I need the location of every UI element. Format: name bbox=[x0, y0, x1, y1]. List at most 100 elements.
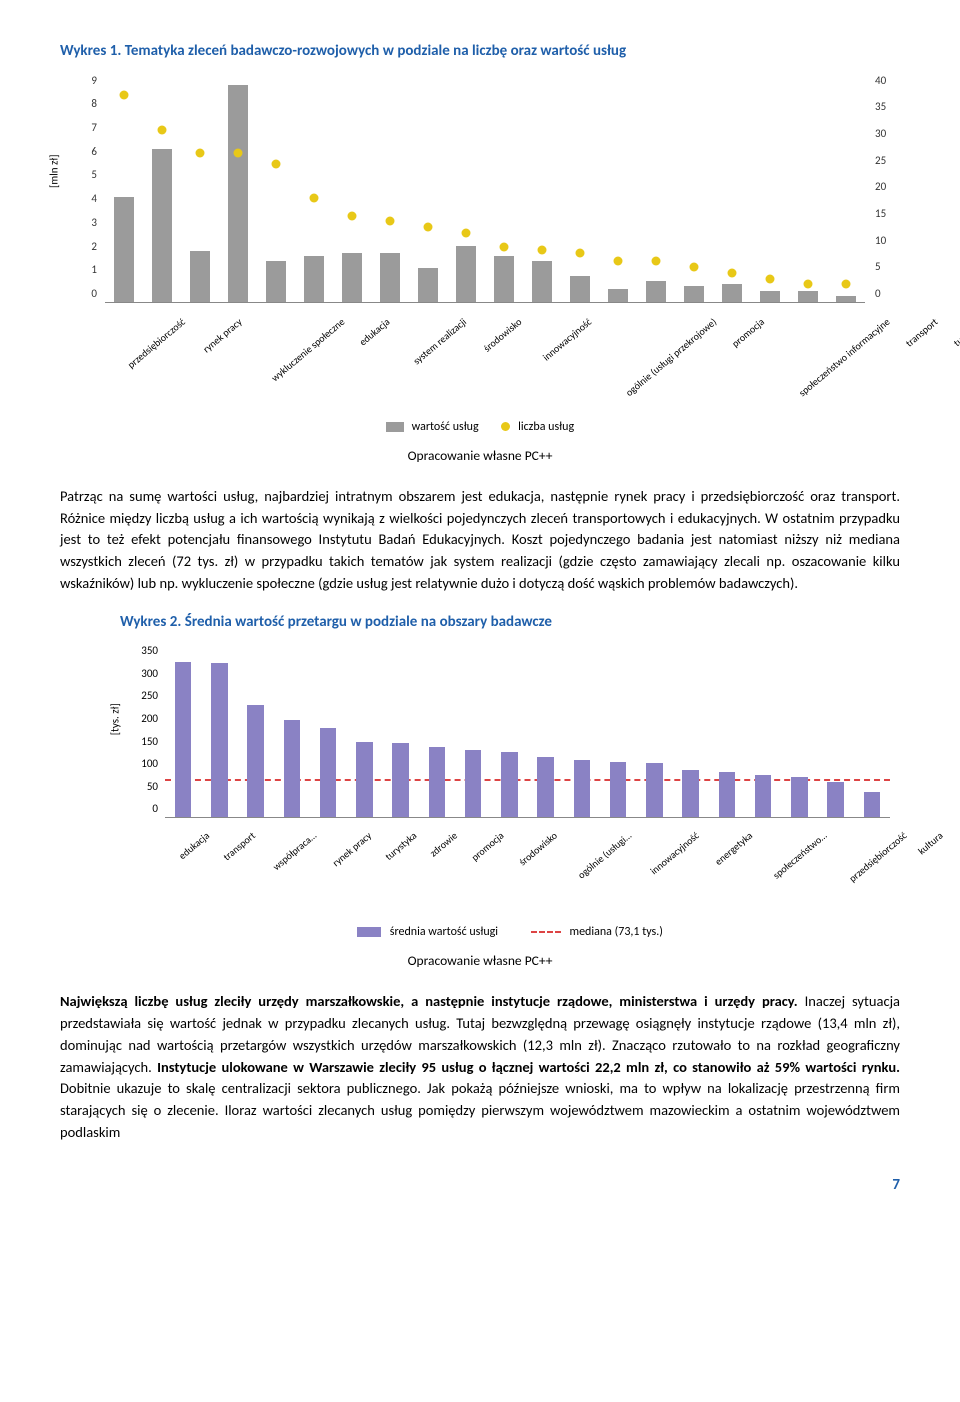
chart1-marker bbox=[196, 148, 205, 157]
chart2-legend: średnia wartość usługi mediana (73,1 tys… bbox=[120, 923, 900, 941]
chart1-right-ticks: 4035302520151050 bbox=[875, 73, 900, 303]
chart1-xlabel: innowacyjność bbox=[539, 308, 602, 364]
chart1-column bbox=[105, 73, 143, 302]
chart2-xlabel: kultura bbox=[915, 823, 953, 858]
chart1-marker bbox=[348, 211, 357, 220]
chart1-marker bbox=[614, 257, 623, 266]
chart2-xlabel: rynek pracy bbox=[329, 823, 381, 870]
chart1-marker bbox=[462, 228, 471, 237]
chart1-column bbox=[675, 73, 713, 302]
chart1-bar bbox=[608, 289, 629, 302]
chart1-xlabel: rynek pracy bbox=[200, 308, 253, 356]
chart2-yaxis-label: [tys. zł] bbox=[108, 703, 125, 735]
chart1-xlabel: system realizacji bbox=[409, 308, 477, 368]
chart2-bar bbox=[719, 772, 735, 817]
chart1-bar bbox=[836, 296, 857, 301]
chart1-legend-marker: liczba usług bbox=[518, 420, 574, 434]
chart1-legend-bar: wartość usług bbox=[412, 420, 479, 434]
chart1-bar bbox=[798, 291, 819, 301]
chart1-yaxis-label: [mln zł] bbox=[46, 154, 63, 187]
chart1-marker bbox=[120, 91, 129, 100]
chart2-bar bbox=[682, 770, 698, 817]
chart1: [mln zł] 9876543210 4035302520151050 prz… bbox=[60, 73, 900, 466]
chart1-xlabels: przedsiębiorczośćrynek pracywykluczenie … bbox=[60, 303, 900, 318]
chart1-bar bbox=[380, 253, 401, 301]
chart2-column bbox=[238, 643, 274, 817]
paragraph-1: Patrząc na sumę wartości usług, najbardz… bbox=[60, 486, 900, 595]
chart1-marker bbox=[386, 217, 395, 226]
chart2-prefix: Wykres 2. bbox=[120, 613, 181, 631]
chart1-bar bbox=[684, 286, 705, 301]
chart2-xlabel: współpraca… bbox=[269, 823, 325, 874]
chart1-bar bbox=[190, 251, 211, 302]
chart1-source: Opracowanie własne PC++ bbox=[60, 446, 900, 466]
chart2-bar bbox=[429, 747, 445, 817]
chart1-xlabel: edukacja bbox=[356, 308, 401, 349]
chart2-column bbox=[564, 643, 600, 817]
chart2-column bbox=[528, 643, 564, 817]
chart2-column bbox=[346, 643, 382, 817]
chart2-column bbox=[709, 643, 745, 817]
chart1-marker bbox=[766, 274, 775, 283]
chart2-bar bbox=[284, 720, 300, 817]
chart2-xlabels: edukacjatransportwspółpraca…rynek pracyt… bbox=[120, 818, 900, 833]
chart2-title-text: Średnia wartość przetargu w podziale na … bbox=[185, 613, 552, 631]
chart1-prefix: Wykres 1. bbox=[60, 42, 121, 60]
chart1-title-text: Tematyka zleceń badawczo-rozwojowych w p… bbox=[125, 42, 626, 60]
chart2-bar bbox=[791, 777, 807, 817]
chart1-xlabel: turystyka bbox=[950, 308, 960, 350]
chart1-xlabel: społeczeństwo informacyjne bbox=[795, 308, 900, 400]
chart1-marker bbox=[424, 223, 433, 232]
chart1-marker bbox=[234, 148, 243, 157]
chart2-legend-median: mediana (73,1 tys.) bbox=[570, 925, 663, 939]
chart1-xlabel: promocja bbox=[729, 308, 776, 351]
chart2-xlabel: środowisko bbox=[516, 823, 567, 869]
para2-span2: Dobitnie ukazuje to skalę centralizacji … bbox=[60, 1079, 900, 1141]
chart1-column bbox=[713, 73, 751, 302]
chart2-column bbox=[201, 643, 237, 817]
chart1-column bbox=[257, 73, 295, 302]
chart1-bar bbox=[456, 246, 477, 302]
chart2-legend-bar: średnia wartość usługi bbox=[390, 925, 498, 939]
chart1-bar bbox=[646, 281, 667, 301]
chart2-bar bbox=[537, 757, 553, 817]
chart1-marker bbox=[804, 280, 813, 289]
dot-swatch bbox=[501, 422, 510, 431]
chart1-marker bbox=[158, 125, 167, 134]
chart1-column bbox=[371, 73, 409, 302]
chart2-column bbox=[491, 643, 527, 817]
chart2-columns bbox=[165, 643, 890, 817]
chart1-column bbox=[181, 73, 219, 302]
chart2-bar bbox=[827, 782, 843, 817]
chart1-bar bbox=[304, 256, 325, 302]
chart2-bar bbox=[755, 775, 771, 817]
chart2-column bbox=[419, 643, 455, 817]
chart1-column bbox=[219, 73, 257, 302]
chart1-xlabel: przedsiębiorczość bbox=[124, 308, 196, 372]
chart2-xlabel: promocja bbox=[468, 823, 513, 864]
chart1-left-ticks: 9876543210 bbox=[72, 73, 97, 303]
chart2-bar bbox=[610, 762, 626, 817]
chart2-bar bbox=[574, 760, 590, 817]
chart2-column bbox=[383, 643, 419, 817]
chart1-bar bbox=[722, 284, 743, 302]
paragraph-2: Największą liczbę usług zleciły urzędy m… bbox=[60, 991, 900, 1143]
chart1-column bbox=[827, 73, 865, 302]
chart2-xlabel: zdrowie bbox=[426, 823, 466, 860]
chart1-marker bbox=[538, 245, 547, 254]
chart2-left-ticks: 350300250200150100500 bbox=[128, 643, 158, 818]
dash-swatch bbox=[531, 931, 561, 933]
page-number: 7 bbox=[60, 1174, 900, 1197]
chart2-bar bbox=[501, 752, 517, 817]
chart2-source: Opracowanie własne PC++ bbox=[60, 951, 900, 971]
chart1-marker bbox=[272, 160, 281, 169]
chart2-xlabel: transport bbox=[220, 823, 265, 864]
chart2-column bbox=[636, 643, 672, 817]
chart1-bar bbox=[228, 85, 249, 301]
chart1-column bbox=[789, 73, 827, 302]
chart1-bar bbox=[532, 261, 553, 302]
chart1-xlabel: wykluczenie społeczne bbox=[267, 308, 355, 385]
chart2-column bbox=[165, 643, 201, 817]
chart2-column bbox=[673, 643, 709, 817]
chart2-xlabel: innowacyjność bbox=[647, 823, 708, 878]
